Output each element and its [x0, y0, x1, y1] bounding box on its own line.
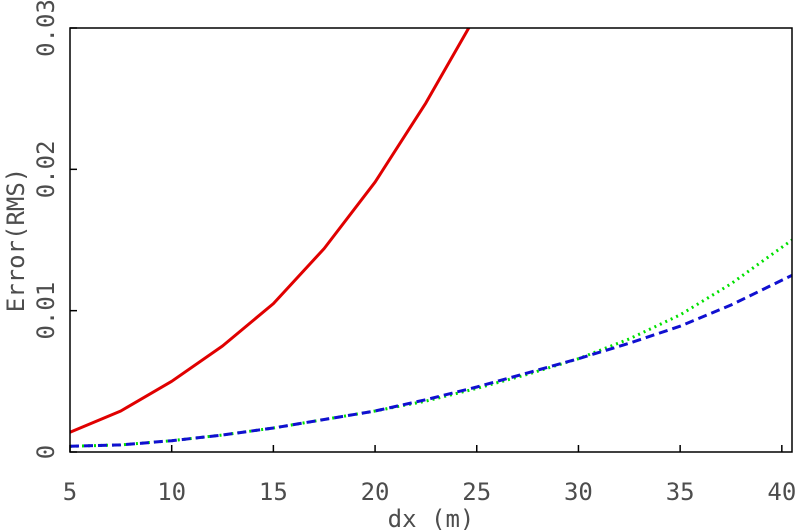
- x-tick-label: 35: [666, 478, 695, 506]
- ticks-layer: 5 10 15 20 25 30 35 40 0 0.01 0.02 0.03: [32, 0, 796, 506]
- x-axis-title: dx (m): [388, 505, 475, 532]
- x-tick-label: 20: [361, 478, 390, 506]
- y-axis-title: Error(RMS): [2, 168, 30, 313]
- x-tick-label: 25: [462, 478, 491, 506]
- series-layer: [70, 28, 792, 448]
- y-tick-label: 0.03: [32, 0, 60, 57]
- x-tick-label: 10: [157, 478, 186, 506]
- y-tick-label: 0.01: [32, 282, 60, 340]
- x-tick-label: 15: [259, 478, 288, 506]
- plot-frame: [69, 27, 793, 453]
- x-tick-label: 40: [767, 478, 796, 506]
- series-line-3: [70, 273, 792, 448]
- x-tick-label: 30: [564, 478, 593, 506]
- series-line-2: [70, 238, 792, 448]
- series-line-1: [70, 28, 471, 434]
- y-tick-label: 0: [32, 445, 60, 459]
- x-tick-label: 5: [63, 478, 77, 506]
- y-tick-label: 0.02: [32, 140, 60, 198]
